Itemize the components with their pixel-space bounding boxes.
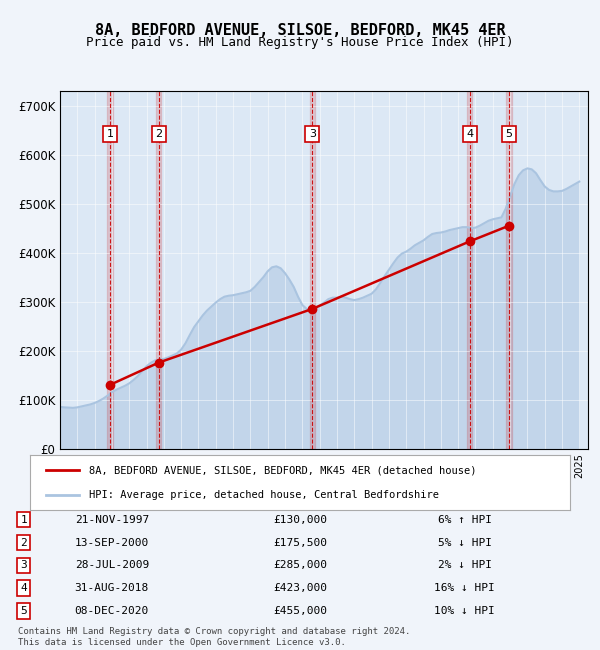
Text: 5: 5 <box>506 129 512 139</box>
Text: £285,000: £285,000 <box>273 560 327 570</box>
Text: 13-SEP-2000: 13-SEP-2000 <box>75 538 149 547</box>
Text: 1: 1 <box>20 515 27 525</box>
Text: 5: 5 <box>20 606 27 616</box>
Text: 2: 2 <box>20 538 27 547</box>
Text: 10% ↓ HPI: 10% ↓ HPI <box>434 606 495 616</box>
Text: 4: 4 <box>466 129 473 139</box>
Text: 16% ↓ HPI: 16% ↓ HPI <box>434 583 495 593</box>
Bar <box>156 91 161 448</box>
Text: 5% ↓ HPI: 5% ↓ HPI <box>437 538 491 547</box>
Text: £130,000: £130,000 <box>273 515 327 525</box>
Bar <box>467 91 472 448</box>
Bar <box>506 91 512 448</box>
Text: 3: 3 <box>20 560 27 570</box>
Text: 2: 2 <box>155 129 163 139</box>
Text: 28-JUL-2009: 28-JUL-2009 <box>75 560 149 570</box>
Text: 08-DEC-2020: 08-DEC-2020 <box>75 606 149 616</box>
Bar <box>107 91 113 448</box>
Text: £175,500: £175,500 <box>273 538 327 547</box>
Text: 1: 1 <box>107 129 113 139</box>
Text: £423,000: £423,000 <box>273 583 327 593</box>
Text: HPI: Average price, detached house, Central Bedfordshire: HPI: Average price, detached house, Cent… <box>89 490 439 500</box>
Bar <box>310 91 315 448</box>
Text: 4: 4 <box>20 583 27 593</box>
Text: Contains HM Land Registry data © Crown copyright and database right 2024.
This d: Contains HM Land Registry data © Crown c… <box>18 627 410 647</box>
Text: Price paid vs. HM Land Registry's House Price Index (HPI): Price paid vs. HM Land Registry's House … <box>86 36 514 49</box>
Text: 21-NOV-1997: 21-NOV-1997 <box>75 515 149 525</box>
Text: 2% ↓ HPI: 2% ↓ HPI <box>437 560 491 570</box>
Text: 8A, BEDFORD AVENUE, SILSOE, BEDFORD, MK45 4ER: 8A, BEDFORD AVENUE, SILSOE, BEDFORD, MK4… <box>95 23 505 38</box>
Text: £455,000: £455,000 <box>273 606 327 616</box>
Text: 8A, BEDFORD AVENUE, SILSOE, BEDFORD, MK45 4ER (detached house): 8A, BEDFORD AVENUE, SILSOE, BEDFORD, MK4… <box>89 465 477 475</box>
Text: 6% ↑ HPI: 6% ↑ HPI <box>437 515 491 525</box>
Text: 3: 3 <box>309 129 316 139</box>
Text: 31-AUG-2018: 31-AUG-2018 <box>75 583 149 593</box>
